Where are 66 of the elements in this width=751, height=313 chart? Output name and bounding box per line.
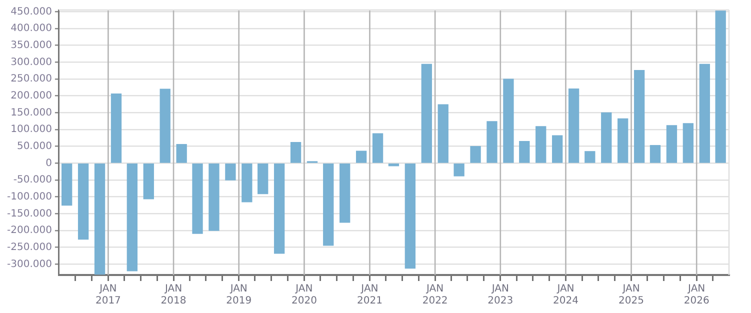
bar [715,10,726,163]
y-tick-label: -100.000 [6,191,52,202]
bar [143,164,154,200]
bar [242,164,252,202]
bar [568,88,580,163]
bar [160,88,170,163]
x-tick-label: JAN 2017 [95,284,121,307]
x-tick-label: JAN 2021 [357,284,382,307]
bar [340,164,350,223]
bar [225,164,236,180]
bar [618,118,628,163]
y-tick-label: -50.000 [13,174,52,186]
bar [666,125,678,163]
bar [388,164,400,166]
bar [421,64,432,163]
bar [438,104,448,163]
y-tick-label: 450.000 [10,6,52,18]
bar [650,145,661,163]
x-tick-label: JAN 2020 [291,284,317,307]
bar [274,164,285,254]
y-tick-label: -300.000 [6,258,52,270]
bar [110,94,122,163]
bar [208,164,220,231]
bar [536,126,546,163]
bar [126,164,138,272]
bar [503,78,514,163]
bar [682,123,694,163]
y-tick-label: 150.000 [10,107,52,118]
y-tick-label: -150.000 [6,208,52,220]
y-tick-label: 200.000 [10,90,52,102]
bar [78,164,89,240]
x-tick-label: JAN 2019 [226,284,252,307]
bar [258,164,268,194]
bar [634,70,645,163]
y-tick-label: 100.000 [10,124,52,136]
bar [552,135,563,163]
bar [584,151,596,163]
x-tick-label: JAN 2022 [422,284,448,307]
bar [356,150,367,163]
bar [94,164,106,275]
bar [323,164,334,246]
bar [192,164,203,234]
bar [62,164,72,206]
bar [699,64,710,163]
bar [470,146,481,163]
bar [404,164,416,269]
bar [454,164,464,176]
y-tick-label: 400.000 [10,23,52,34]
bar [372,133,384,163]
x-tick-label: JAN 2025 [618,284,644,307]
bar [290,142,302,163]
x-tick-label: JAN 2024 [553,284,578,307]
bar [519,140,530,163]
y-tick-label: -200.000 [6,225,52,236]
y-tick-label: 350.000 [10,40,52,51]
y-tick-label: 0 [46,158,52,169]
bar [601,112,612,163]
x-tick-label: JAN 2026 [684,284,710,307]
bar [486,121,498,163]
x-tick-label: JAN 2023 [488,284,514,307]
y-tick-label: 250.000 [10,74,52,85]
y-tick-label: -250.000 [6,242,52,253]
y-tick-label: 50.000 [16,140,52,152]
bar [176,144,187,163]
y-tick-label: 300.000 [10,56,52,68]
x-tick-label: JAN 2018 [160,284,186,307]
